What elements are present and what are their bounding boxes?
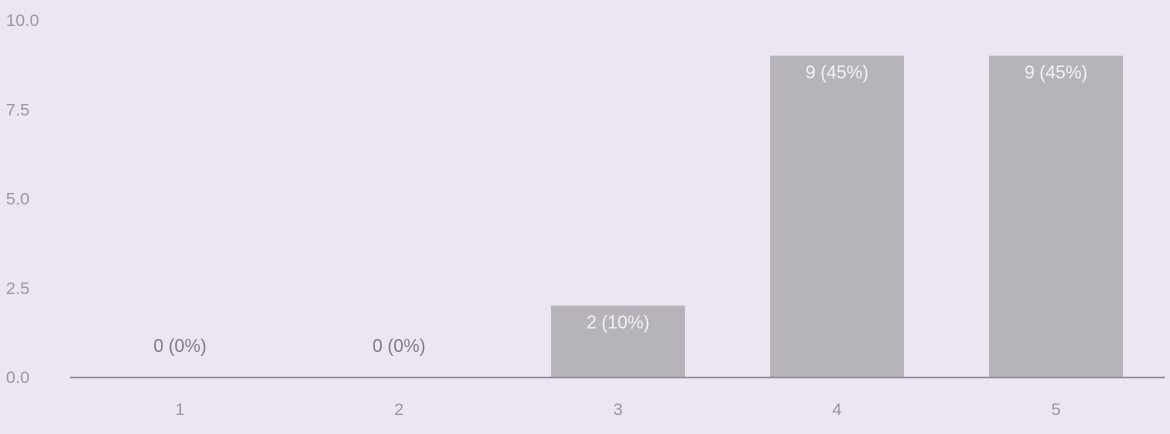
bar-data-label: 9 (45%) <box>1024 63 1087 83</box>
bar <box>770 55 904 377</box>
bar-data-label: 9 (45%) <box>805 63 868 83</box>
y-tick-label: 0.0 <box>6 368 30 387</box>
x-tick-label: 3 <box>613 400 622 419</box>
y-tick-label: 5.0 <box>6 190 30 209</box>
bar-data-label: 0 (0%) <box>153 336 206 356</box>
bar <box>551 305 685 377</box>
y-tick-label: 2.5 <box>6 279 30 298</box>
x-tick-label: 4 <box>832 400 841 419</box>
x-tick-label: 1 <box>175 400 184 419</box>
x-tick-label: 5 <box>1051 400 1060 419</box>
bar-data-label: 0 (0%) <box>372 336 425 356</box>
bar-data-label: 2 (10%) <box>586 313 649 333</box>
bar <box>989 55 1123 377</box>
y-tick-label: 7.5 <box>6 100 30 119</box>
y-tick-label: 10.0 <box>6 11 39 30</box>
x-tick-label: 2 <box>394 400 403 419</box>
